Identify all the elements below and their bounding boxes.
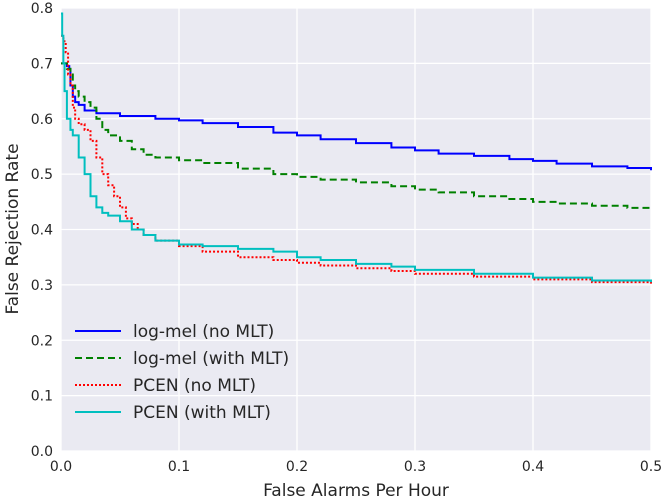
y-tick-label: 0.8 <box>31 1 53 17</box>
y-tick-label: 0.4 <box>31 223 53 239</box>
series-line-1 <box>61 62 652 211</box>
x-tick-label: 0.0 <box>50 459 72 475</box>
x-tick-label: 0.2 <box>286 459 308 475</box>
legend: log-mel (no MLT) log-mel (with MLT) PCEN (… <box>75 322 289 423</box>
y-tick-label: 0.6 <box>31 112 53 128</box>
y-tick-label: 0.5 <box>31 167 53 183</box>
series-line-0 <box>61 62 652 171</box>
x-tick-label: 0.5 <box>640 459 662 475</box>
y-tick-label: 0.7 <box>31 56 53 72</box>
y-tick-labels: 0.0 0.1 0.2 0.3 0.4 0.5 0.6 0.7 0.8 <box>31 1 53 460</box>
series-line-2 <box>61 34 652 285</box>
x-tick-labels: 0.0 0.1 0.2 0.3 0.4 0.5 <box>50 459 662 475</box>
legend-label-1: log-mel (with MLT) <box>133 349 289 369</box>
y-axis-label: False Rejection Rate <box>3 143 23 314</box>
series-group <box>61 12 652 285</box>
y-tick-label: 0.1 <box>31 389 53 405</box>
y-tick-label: 0.0 <box>31 444 53 460</box>
series-line-3 <box>61 12 652 283</box>
legend-label-3: PCEN (with MLT) <box>133 403 271 423</box>
x-tick-label: 0.4 <box>522 459 544 475</box>
legend-label-0: log-mel (no MLT) <box>133 322 274 342</box>
grid-lines <box>60 7 652 452</box>
x-tick-label: 0.3 <box>404 459 426 475</box>
y-tick-label: 0.2 <box>31 333 53 349</box>
x-tick-label: 0.1 <box>168 459 190 475</box>
x-axis-label: False Alarms Per Hour <box>263 481 449 500</box>
legend-label-2: PCEN (no MLT) <box>133 376 256 396</box>
y-tick-label: 0.3 <box>31 278 53 294</box>
